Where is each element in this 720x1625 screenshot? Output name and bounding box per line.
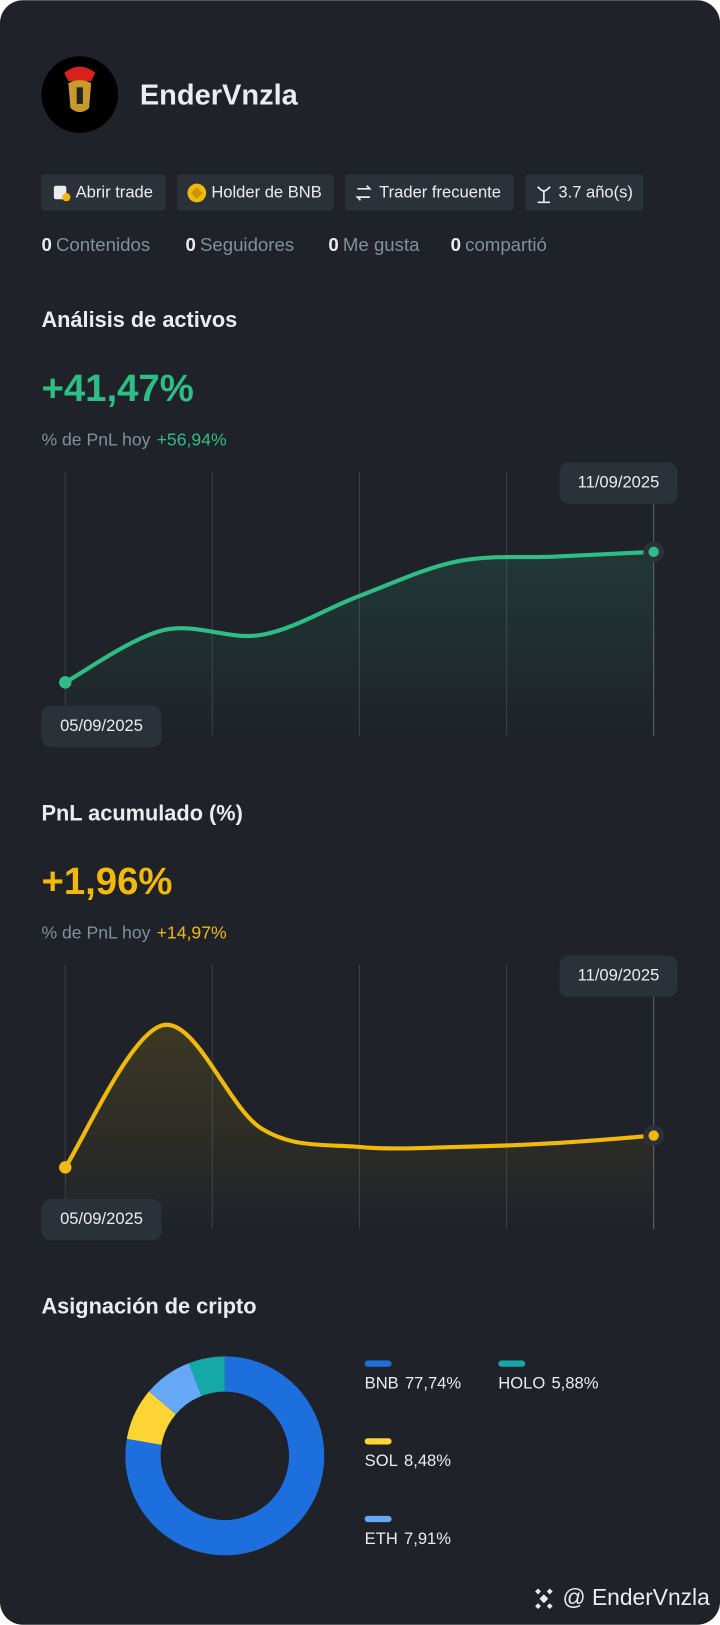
badge: 3.7 año(s): [558, 182, 633, 201]
stat-value: 0: [451, 234, 461, 255]
stat-value: 0: [185, 234, 195, 255]
stat: 0 compartió: [451, 234, 547, 255]
section-title: PnL acumulado (%): [41, 800, 242, 825]
stat-label: Seguidores: [200, 234, 294, 255]
stat: 0 Me gusta: [328, 234, 420, 255]
badge: Abrir trade: [76, 182, 153, 201]
legend-swatch: [364, 1360, 392, 1367]
stat-value: 0: [328, 234, 338, 255]
start-dot: [59, 1161, 72, 1174]
avatar: [41, 56, 119, 133]
line: [63, 1022, 656, 1170]
legend-name: SOL: [365, 1451, 398, 1470]
area: [65, 1024, 654, 1229]
legend-value: 77,74%: [405, 1374, 461, 1393]
footer: @ EnderVnzla: [535, 1584, 711, 1610]
section-title: Análisis de activos: [41, 307, 237, 332]
legend-name: BNB: [365, 1374, 399, 1393]
legend-value: 8,48%: [404, 1451, 451, 1470]
line: [63, 549, 656, 685]
subtitle: % de PnL hoy +56,94%: [41, 429, 227, 449]
stat: 0 Seguidores: [185, 234, 294, 255]
legend-entry: SOL 8,48%: [365, 1451, 452, 1470]
start-date: 05/09/2025: [60, 1209, 143, 1228]
date-tooltip: [41, 705, 162, 748]
legend-value: 7,91%: [404, 1529, 451, 1548]
end-date: 11/09/2025: [578, 472, 660, 491]
donut-slice: [188, 1356, 225, 1396]
end-date: 11/09/2025: [578, 966, 660, 985]
headline: +1,96%: [41, 860, 172, 903]
donut-slice: [149, 1363, 202, 1415]
subtitle-value: +56,94%: [157, 429, 227, 449]
start-date: 05/09/2025: [60, 716, 143, 735]
end-dot: [648, 1130, 659, 1141]
donut-slice: [126, 1391, 176, 1445]
area: [65, 551, 654, 736]
section-title: Asignación de cripto: [41, 1293, 256, 1318]
subtitle-label: % de PnL hoy: [41, 922, 150, 942]
legend-entry: ETH 7,91%: [365, 1529, 452, 1548]
footer-handle: @ EnderVnzla: [563, 1584, 711, 1610]
legend-swatch: [364, 1515, 392, 1523]
subtitle-value: +14,97%: [157, 922, 227, 942]
legend-swatch: [364, 1438, 392, 1445]
stat-value: 0: [41, 234, 51, 255]
legend-name: ETH: [365, 1529, 398, 1548]
legend-value: 5,88%: [551, 1374, 598, 1393]
donut-slice: [125, 1356, 325, 1556]
badge: Trader frecuente: [379, 182, 501, 201]
stat-label: Contenidos: [56, 234, 150, 255]
date-tooltip: [41, 1198, 162, 1241]
headline: +41,47%: [41, 367, 193, 410]
legend-entry: BNB 77,74%: [365, 1374, 462, 1393]
legend-swatch: [498, 1360, 526, 1367]
date-tooltip: [559, 462, 678, 504]
start-dot: [59, 676, 72, 689]
end-dot: [648, 546, 659, 558]
badge: Holder de BNB: [211, 182, 321, 201]
date-tooltip: [559, 955, 678, 997]
subtitle: % de PnL hoy +14,97%: [41, 922, 227, 942]
legend-name: HOLO: [498, 1374, 545, 1393]
stat-label: compartió: [465, 234, 547, 255]
stat-label: Me gusta: [343, 234, 420, 255]
profile-name: EnderVnzla: [140, 79, 299, 111]
subtitle-label: % de PnL hoy: [41, 429, 150, 449]
legend-entry: HOLO 5,88%: [498, 1374, 598, 1393]
stat: 0 Contenidos: [41, 234, 150, 255]
badges: Abrir trade Holder de BNB Trader frecuen…: [41, 174, 644, 211]
